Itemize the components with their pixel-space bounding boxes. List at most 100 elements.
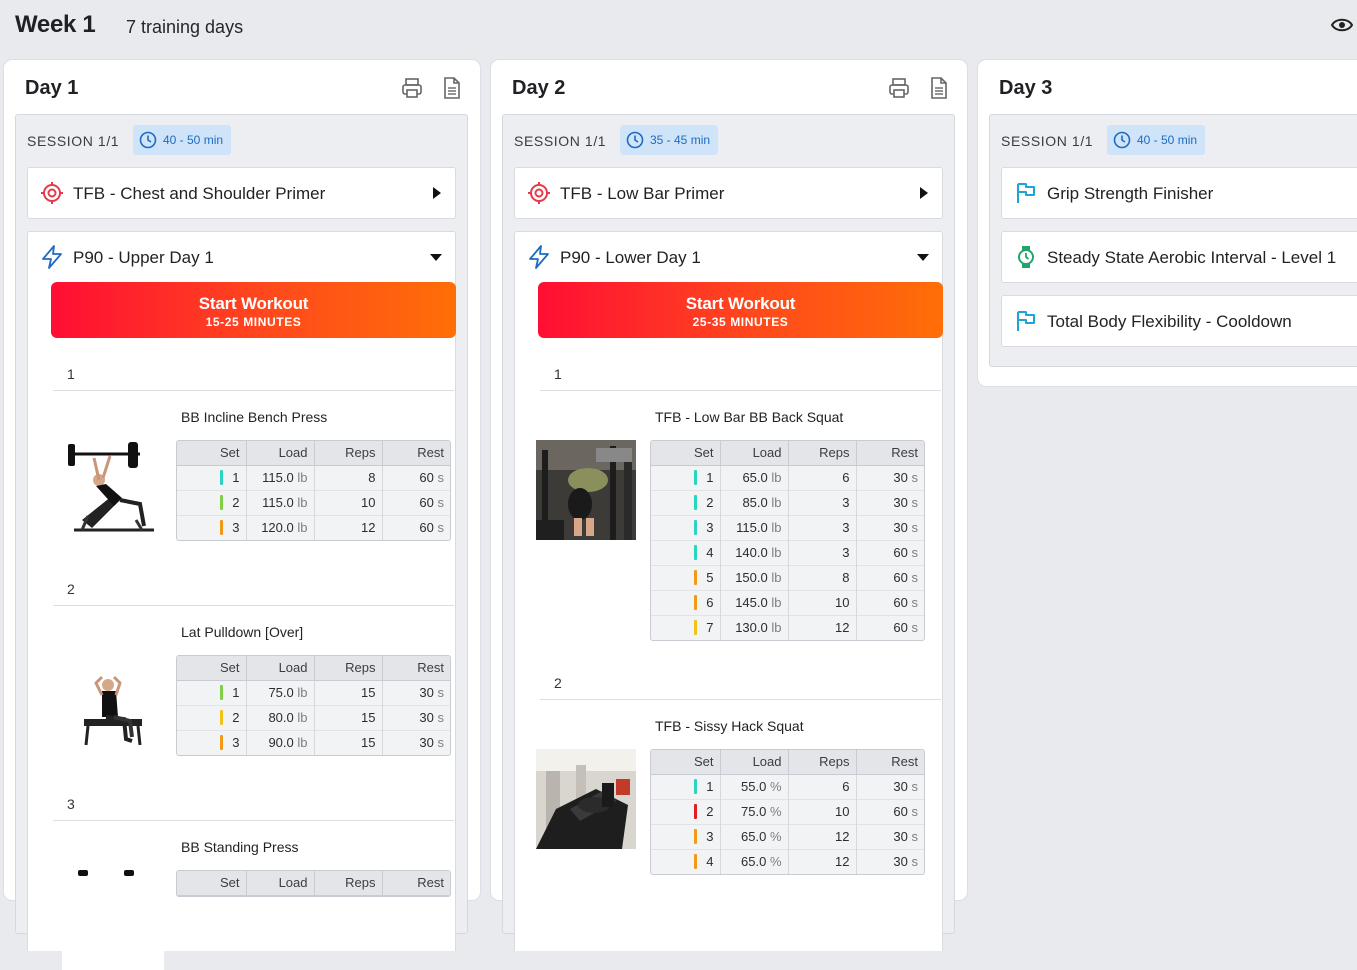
set-number: 4 (706, 854, 714, 870)
exercise-number: 2 (554, 675, 562, 691)
standing-press-illustration (62, 870, 164, 970)
col-header-rest: Rest (381, 656, 450, 681)
set-number-cell: 2 (177, 704, 246, 730)
eye-icon[interactable] (1331, 16, 1353, 34)
load-unit: lb (297, 710, 308, 725)
exercise-name[interactable]: TFB - Low Bar BB Back Squat (655, 409, 844, 425)
print-icon[interactable] (401, 77, 423, 99)
print-icon[interactable] (888, 77, 910, 99)
exercise-name[interactable]: Lat Pulldown [Over] (181, 624, 304, 640)
duration-text: 40 - 50 min (1137, 133, 1198, 147)
reps-value: 3 (842, 495, 850, 510)
load-cell: 115.0 lb (245, 489, 314, 515)
primer-block[interactable]: TFB - Chest and Shoulder Primer (27, 167, 456, 219)
set-row[interactable]: 4 140.0 lb 3 60 s (651, 539, 924, 565)
load-unit: lb (297, 495, 308, 510)
set-number: 1 (232, 685, 240, 700)
set-row[interactable]: 2 85.0 lb 3 30 s (651, 489, 924, 515)
start-workout-duration: 15-25 MINUTES (205, 315, 302, 329)
rest-cell: 60 s (855, 589, 924, 615)
primer-block[interactable]: TFB - Low Bar Primer (514, 167, 943, 219)
cooldown-block[interactable]: Total Body Flexibility - Cooldown (1001, 295, 1357, 347)
exercise-thumbnail[interactable] (62, 870, 164, 970)
set-row[interactable]: 3 120.0 lb 12 60 s (177, 514, 450, 540)
set-row[interactable]: 2 80.0 lb 15 30 s (177, 704, 450, 730)
set-row[interactable]: 6 145.0 lb 10 60 s (651, 589, 924, 615)
set-row[interactable]: 3 115.0 lb 3 30 s (651, 514, 924, 540)
reps-cell: 12 (787, 614, 856, 640)
reps-value: 8 (368, 470, 376, 485)
rest-cell: 60 s (855, 798, 924, 824)
set-row[interactable]: 2 75.0 % 10 60 s (651, 798, 924, 824)
reps-cell: 15 (313, 704, 382, 730)
rest-unit: s (911, 545, 919, 560)
col-header-reps: Reps (313, 656, 382, 681)
load-cell: 130.0 lb (719, 614, 788, 640)
load-cell: 55.0 % (719, 774, 788, 799)
set-row[interactable]: 1 75.0 lb 15 30 s (177, 680, 450, 705)
set-row[interactable]: 2 115.0 lb 10 60 s (177, 489, 450, 515)
load-value: 90.0 (268, 735, 294, 751)
col-header-set: Set (177, 871, 246, 896)
set-color-indicator (694, 470, 698, 485)
start-workout-button[interactable]: Start Workout 15-25 MINUTES (51, 282, 456, 338)
set-number: 7 (706, 620, 714, 636)
set-row[interactable]: 1 65.0 lb 6 30 s (651, 465, 924, 490)
load-unit: lb (297, 685, 308, 700)
aerobic-block[interactable]: Steady State Aerobic Interval - Level 1 (1001, 231, 1357, 283)
exercise-thumbnail[interactable] (536, 440, 636, 540)
caret-down-icon[interactable] (429, 252, 443, 262)
start-workout-button[interactable]: Start Workout 25-35 MINUTES (538, 282, 943, 338)
document-icon[interactable] (930, 77, 948, 99)
set-number: 2 (706, 804, 714, 819)
rest-unit: s (437, 735, 445, 751)
set-color-indicator (220, 685, 224, 700)
set-row[interactable]: 4 65.0 % 12 30 s (651, 848, 924, 874)
set-number-cell: 6 (651, 589, 720, 615)
workout-label[interactable]: P90 - Upper Day 1 (73, 248, 214, 267)
exercise-thumbnail[interactable] (62, 440, 164, 540)
set-color-indicator (220, 495, 224, 510)
load-unit: % (769, 779, 782, 794)
load-cell: 65.0 % (719, 823, 788, 849)
load-unit: lb (297, 735, 308, 751)
finisher-block[interactable]: Grip Strength Finisher (1001, 167, 1357, 219)
caret-right-icon[interactable] (431, 186, 443, 200)
caret-down-icon[interactable] (916, 252, 930, 262)
rest-value: 30 (893, 829, 908, 844)
reps-value: 15 (361, 710, 376, 725)
target-icon (41, 182, 63, 204)
rest-value: 30 (419, 685, 434, 700)
duration-text: 35 - 45 min (650, 133, 711, 147)
set-number-cell: 1 (651, 774, 720, 799)
exercise-divider (540, 699, 941, 700)
rest-cell: 30 s (381, 680, 450, 705)
load-unit: lb (771, 545, 782, 560)
reps-value: 10 (835, 804, 850, 819)
exercise-name[interactable]: BB Standing Press (181, 839, 299, 855)
col-header-set: Set (651, 750, 720, 775)
rest-unit: s (911, 470, 919, 485)
exercise-divider (540, 390, 941, 391)
load-value: 115.0 (262, 470, 294, 485)
exercise-name[interactable]: BB Incline Bench Press (181, 409, 328, 425)
set-row[interactable]: 7 130.0 lb 12 60 s (651, 614, 924, 640)
reps-cell: 3 (787, 539, 856, 565)
flag-icon (1017, 183, 1035, 203)
exercise-thumbnail[interactable] (536, 749, 636, 849)
set-color-indicator (220, 710, 224, 725)
document-icon[interactable] (443, 77, 461, 99)
exercise-thumbnail[interactable] (62, 655, 164, 755)
caret-right-icon[interactable] (918, 186, 930, 200)
exercise-name[interactable]: TFB - Sissy Hack Squat (655, 718, 804, 734)
set-color-indicator (220, 520, 224, 536)
set-row[interactable]: 3 65.0 % 12 30 s (651, 823, 924, 849)
set-row[interactable]: 1 55.0 % 6 30 s (651, 774, 924, 799)
set-row[interactable]: 5 150.0 lb 8 60 s (651, 564, 924, 590)
workout-label[interactable]: P90 - Lower Day 1 (560, 248, 701, 267)
rest-value: 60 (893, 545, 908, 560)
session-panel: SESSION 1/1 40 - 50 min TFB - Chest and … (15, 114, 468, 970)
set-row[interactable]: 1 115.0 lb 8 60 s (177, 465, 450, 490)
rest-value: 30 (893, 854, 908, 870)
set-row[interactable]: 3 90.0 lb 15 30 s (177, 729, 450, 755)
